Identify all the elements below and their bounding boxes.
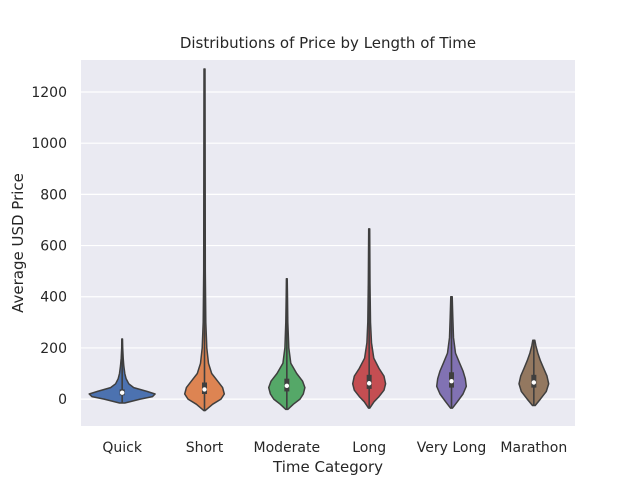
x-axis-label: Time Category [272,458,383,476]
grid-lines [81,91,575,400]
y-tick-label: 200 [40,341,67,357]
violin-median [119,390,125,395]
x-tick-label: Short [186,440,224,456]
violin-median [531,380,537,385]
chart-title: Distributions of Price by Length of Time [180,34,476,52]
y-tick-label: 1200 [31,85,67,101]
x-tick-label: Very Long [417,440,486,456]
x-tick-label: Quick [102,440,142,456]
x-tick-label: Long [352,440,386,456]
violin-median [366,381,372,386]
x-axis-ticks: Quick Short Moderate Long Very Long Marathon [102,440,567,456]
y-axis-ticks: 0 200 400 600 800 1000 1200 [31,85,67,408]
y-tick-label: 1000 [31,136,67,152]
violin-median [202,387,207,392]
x-tick-label: Moderate [254,440,321,456]
violin-median [449,379,454,384]
y-tick-label: 0 [58,392,67,408]
violin-median [284,383,290,389]
x-tick-label: Marathon [500,440,567,456]
violins [88,68,550,412]
y-tick-label: 400 [40,290,67,306]
y-tick-label: 800 [40,187,67,203]
y-axis-label: Average USD Price [9,173,27,313]
y-tick-label: 600 [40,239,67,255]
plot-area [81,60,575,426]
